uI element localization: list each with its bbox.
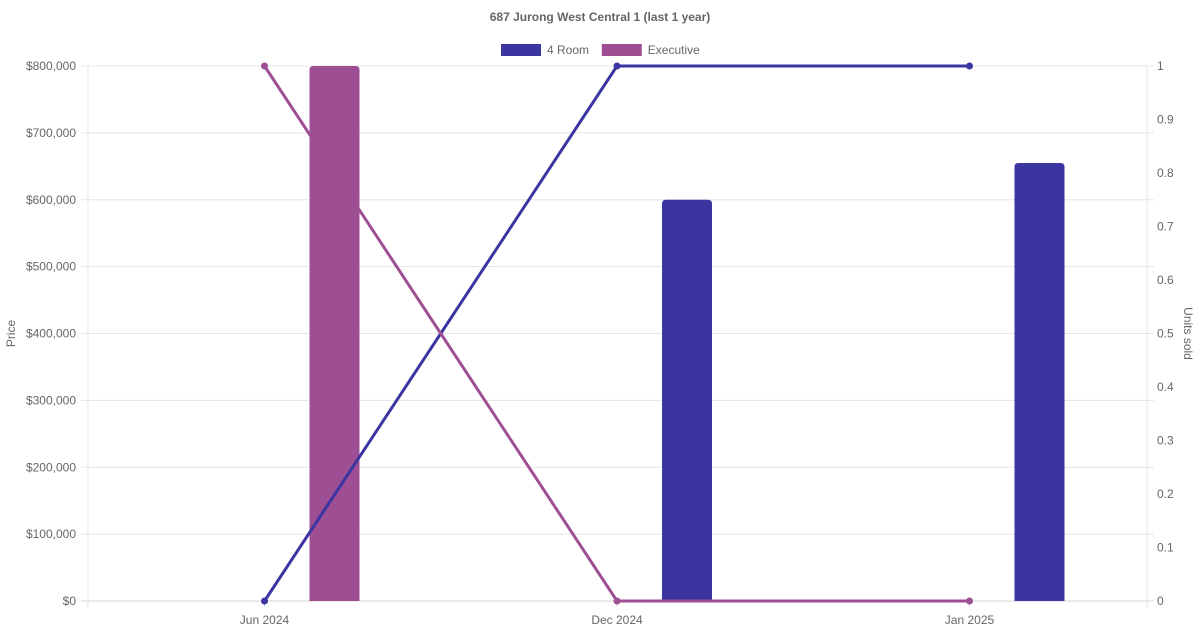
bar-executive[interactable] (309, 66, 360, 601)
grid (81, 65, 1154, 608)
y-left-axis-title: Price (4, 320, 18, 348)
y-left-tick-label: $0 (63, 594, 77, 608)
y-right-tick-label: 0.8 (1157, 166, 1174, 180)
y-right-tick-label: 0.6 (1157, 273, 1174, 287)
y-left-tick-label: $300,000 (26, 393, 76, 407)
y-right-tick-label: 0.7 (1157, 220, 1174, 234)
y-right-tick-label: 0.9 (1157, 113, 1174, 127)
axes: $0 $100,000 $200,000 $300,000 $400,000 $500,0… (4, 59, 1195, 627)
point-executive[interactable] (261, 62, 268, 70)
chart-title: 687 Jurong West Central 1 (last 1 year) (490, 10, 711, 24)
point-4-room[interactable] (613, 62, 621, 70)
y-right-tick-label: 0 (1157, 594, 1164, 608)
y-left-tick-label: $600,000 (26, 193, 76, 207)
y-left-tick-label: $100,000 (26, 527, 76, 541)
point-4-room[interactable] (966, 62, 973, 70)
legend-label: Executive (648, 43, 700, 57)
legend[interactable]: 4 Room Executive (501, 43, 700, 57)
y-left-tick-label: $200,000 (26, 460, 76, 474)
x-tick-label: Jan 2025 (945, 613, 995, 627)
bar-4-room[interactable] (662, 199, 712, 601)
y-right-tick-label: 0.4 (1157, 380, 1174, 394)
legend-swatch (501, 44, 541, 56)
point-4-room[interactable] (261, 597, 268, 605)
y-left-tick-label: $400,000 (26, 327, 76, 341)
y-left-tick-label: $700,000 (26, 126, 76, 140)
x-tick-label: Dec 2024 (591, 613, 643, 627)
x-tick-label: Jun 2024 (240, 613, 290, 627)
legend-item-executive[interactable]: Executive (601, 43, 700, 57)
y-left-tick-label: $500,000 (26, 260, 76, 274)
legend-item-4-room[interactable]: 4 Room (501, 43, 589, 57)
y-left-tick-label: $800,000 (26, 59, 76, 73)
bar-4-room[interactable] (1014, 162, 1065, 601)
price-bars (309, 66, 1065, 601)
point-executive[interactable] (966, 597, 973, 605)
y-right-tick-label: 0.2 (1157, 487, 1174, 501)
legend-label: 4 Room (547, 43, 589, 57)
point-executive[interactable] (613, 597, 621, 605)
y-right-tick-label: 0.1 (1157, 541, 1174, 555)
legend-swatch (601, 44, 642, 56)
y-right-tick-label: 0.5 (1157, 327, 1174, 341)
y-right-axis-title: Units sold (1181, 307, 1195, 360)
y-right-tick-label: 1 (1157, 59, 1164, 73)
y-right-tick-label: 0.3 (1157, 434, 1174, 448)
units-sold-points (261, 62, 973, 605)
